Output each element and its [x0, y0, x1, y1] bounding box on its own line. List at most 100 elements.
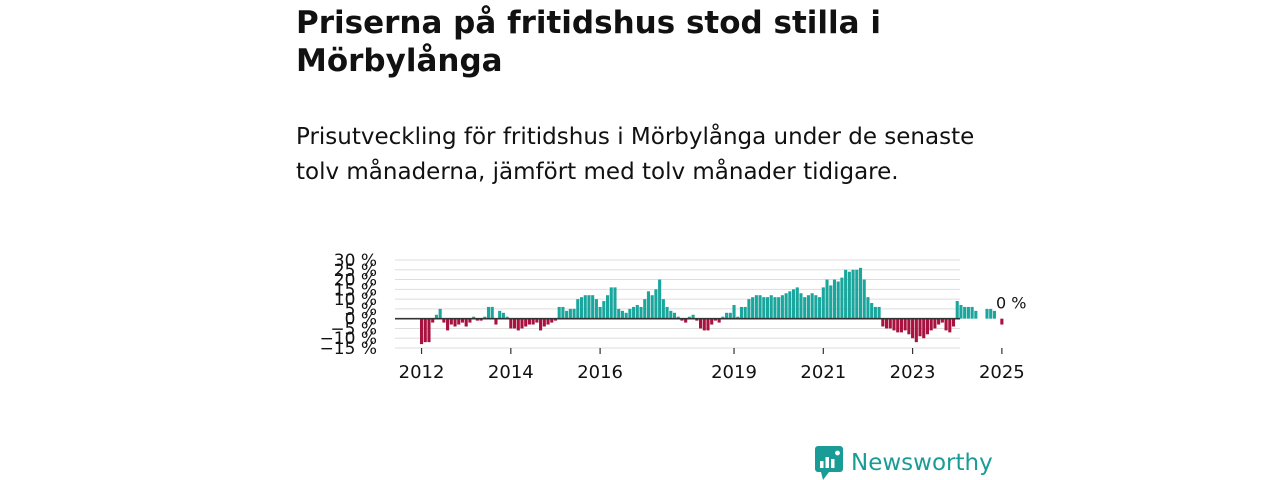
x-tick-label: 2014 [488, 362, 534, 383]
bar [423, 318, 427, 343]
newsworthy-logo-icon [815, 446, 843, 480]
bar [795, 287, 799, 319]
bar [669, 310, 673, 319]
bar [672, 312, 677, 319]
bar [646, 291, 651, 319]
y-tick-label: −15 % [320, 339, 377, 359]
newsworthy-logo: Newsworthy [815, 446, 993, 480]
bar [457, 318, 461, 325]
bar [885, 318, 889, 329]
bar [903, 318, 907, 331]
bar [438, 308, 442, 319]
bar [810, 293, 814, 319]
bar [788, 291, 792, 319]
bar [468, 318, 472, 323]
bar [509, 318, 513, 329]
bar [847, 271, 851, 319]
bar [684, 318, 688, 323]
bar [609, 287, 613, 319]
bar [568, 308, 572, 319]
y-tick-label: 0 % [345, 310, 377, 330]
bar [486, 306, 491, 319]
bar [501, 312, 505, 319]
bar [453, 318, 457, 327]
bar [966, 306, 970, 319]
bar [427, 318, 431, 343]
bar [665, 306, 669, 319]
bar [918, 318, 922, 337]
bar [557, 306, 561, 319]
bar [579, 297, 584, 319]
bar [587, 295, 591, 319]
y-tick-label: 5 % [345, 300, 377, 320]
bar [951, 318, 956, 327]
bar [702, 318, 706, 331]
bar [687, 316, 691, 319]
bar [624, 312, 628, 319]
bar [635, 304, 639, 319]
bar [777, 297, 781, 319]
y-tick-label: 15 % [334, 280, 377, 300]
bar [985, 308, 989, 319]
bar [754, 295, 758, 319]
bar [691, 314, 695, 319]
bar [821, 287, 825, 319]
bar [925, 318, 930, 335]
bar [840, 277, 844, 319]
bar [773, 297, 777, 319]
y-tick-label: 30 % [334, 251, 377, 271]
page-title: Priserna på fritidshus stod stilla i Mör… [296, 5, 881, 79]
bar [899, 318, 903, 333]
bar [825, 279, 829, 319]
bar [751, 297, 755, 319]
bar [442, 318, 446, 323]
bar [836, 281, 840, 319]
bar [706, 318, 710, 331]
newsworthy-logo-text: Newsworthy [851, 450, 993, 476]
bar [516, 318, 520, 331]
bar [483, 316, 487, 319]
bar [844, 269, 848, 319]
bar [870, 303, 874, 319]
bar [680, 318, 684, 321]
bar [598, 306, 602, 319]
bar [695, 318, 699, 321]
bar [513, 318, 517, 329]
bar [524, 318, 528, 327]
bar [594, 299, 598, 319]
bar [576, 299, 580, 319]
bar [535, 318, 539, 323]
bar [632, 306, 636, 319]
bar [713, 318, 717, 321]
bar [606, 295, 610, 319]
bar [420, 318, 424, 345]
bar [561, 306, 565, 319]
x-tick-label: 2019 [711, 362, 757, 383]
bar [721, 316, 725, 319]
bar [494, 318, 498, 325]
bar [490, 306, 494, 319]
bar [877, 306, 881, 319]
bar [464, 318, 468, 327]
bar [866, 297, 870, 319]
bar [449, 318, 453, 325]
y-tick-label: −5 % [330, 319, 377, 339]
bar [855, 269, 859, 319]
bar [639, 306, 643, 319]
bar [479, 318, 483, 321]
x-tick-label: 2025 [979, 362, 1025, 383]
bar [940, 318, 944, 323]
bar [699, 318, 703, 329]
bar [989, 308, 993, 319]
price-change-chart: 30 % 25 % 20 % 15 % 10 % 5 % 0 % −5 % −10 % −15 %… [300, 248, 1027, 388]
bar [542, 318, 546, 327]
bar [732, 304, 736, 319]
axis-layer: 2012 2014 2016 2019 2021 2023 2025 [395, 317, 1025, 383]
bar [933, 318, 937, 329]
bar [434, 314, 438, 319]
bar [1000, 318, 1004, 325]
bar [858, 267, 863, 319]
bar [929, 318, 933, 331]
bar [769, 295, 773, 319]
bar [725, 312, 729, 319]
